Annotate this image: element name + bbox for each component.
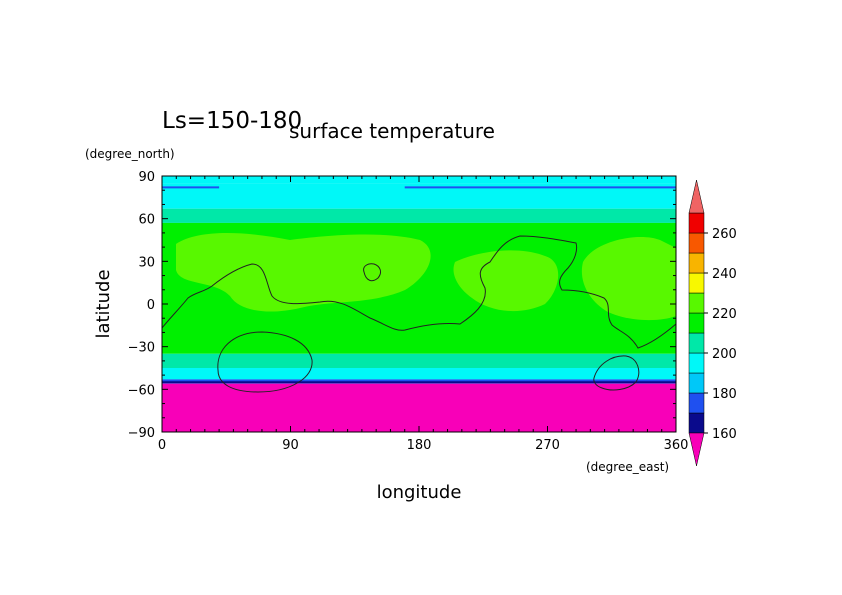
colorbar-tick-label: 200 [712,347,737,362]
season-label: Ls=150-180 [162,108,302,134]
colorbar-segment [688,312,705,334]
contour-western-continent [162,235,676,349]
x-tick-label: 270 [535,438,560,453]
colorbar-tick-label: 160 [712,427,737,442]
contour-southern-basin-east [593,355,640,391]
y-tick-label: −30 [128,341,155,356]
x-tick-label: 0 [158,438,166,453]
x-axis-label: longitude [377,482,462,503]
x-tick-label: 180 [407,438,432,453]
band-4 [162,353,676,368]
colorbar-segment [688,252,705,274]
y-tick-label: 30 [138,255,155,270]
colorbar-segment [688,332,705,354]
contour-southern-basin-west [217,331,313,393]
colorbar-tick-label: 220 [712,307,737,322]
band-2 [162,208,676,223]
colorbar-tick-label: 180 [712,387,737,402]
y-tick-label: −90 [128,426,155,441]
topography-contours [162,235,676,393]
x-axis-unit: (degree_east) [586,460,669,474]
x-tick-label: 90 [282,438,299,453]
y-tick-label: −60 [128,383,155,398]
colorbar-segment [688,412,705,434]
colorbar: 160 180 200 220 240 260 [688,179,737,467]
colorbar-segment [688,232,705,254]
warm-region-central [453,250,559,312]
axes: 0 90 180 270 360 90 60 30 0 −30 −60 −90 [128,170,689,453]
warm-region-western [176,233,431,312]
x-tick-label: 360 [664,438,689,453]
colorbar-segment [688,392,705,414]
band-7 [162,383,676,432]
colorbar-segment [688,352,705,374]
colorbar-segment [688,272,705,294]
y-axis-label: latitude [93,269,114,338]
y-tick-label: 0 [147,298,155,313]
band-5 [162,368,676,380]
colorbar-segment [688,212,705,234]
contour-small-crater [363,263,382,282]
colorbar-segment [688,292,705,314]
colorbar-over-arrow [688,179,705,214]
colorbar-under-arrow [688,432,705,467]
y-tick-label: 60 [138,213,155,228]
colorbar-tick-label: 260 [712,227,737,242]
y-tick-label: 90 [138,170,155,185]
map-plot-area [162,176,676,432]
colorbar-tick-label: 240 [712,267,737,282]
y-axis-unit: (degree_north) [85,147,175,161]
colorbar-segment [688,372,705,394]
chart-title: surface temperature [289,119,495,143]
